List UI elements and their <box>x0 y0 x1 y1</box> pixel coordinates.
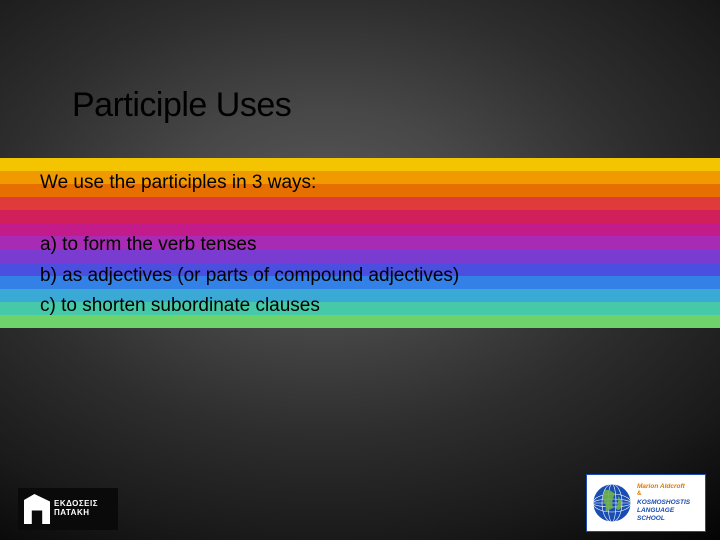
publisher-logo-pataki: ΕΚΔΟΣΕΙΣ ΠΑΤΑΚΗ <box>18 488 118 530</box>
body-intro: We use the participles in 3 ways: <box>40 168 459 199</box>
pataki-text: ΕΚΔΟΣΕΙΣ ΠΑΤΑΚΗ <box>54 500 98 518</box>
school-logo: Marion Aldcroft & KOSMOSHOSTIS LANGUAGE … <box>586 474 706 532</box>
spacer <box>40 199 459 230</box>
school-text: Marion Aldcroft & KOSMOSHOSTIS LANGUAGE … <box>637 483 690 523</box>
body-item-c: c) to shorten subordinate clauses <box>40 291 459 322</box>
school-line2: & <box>637 491 690 499</box>
slide-title: Participle Uses <box>72 86 291 125</box>
body-item-a: a) to form the verb tenses <box>40 230 459 261</box>
body-item-b: b) as adjectives (or parts of compound a… <box>40 261 459 292</box>
slide-body: We use the participles in 3 ways: a) to … <box>40 168 459 322</box>
school-line1: Marion Aldcroft <box>637 483 690 491</box>
globe-icon <box>591 482 633 524</box>
school-line4: LANGUAGE <box>637 507 690 515</box>
pataki-mark-icon <box>24 494 50 524</box>
school-line5: SCHOOL <box>637 515 690 523</box>
school-line3: KOSMOSHOSTIS <box>637 499 690 507</box>
pataki-line2: ΠΑΤΑΚΗ <box>54 509 98 518</box>
